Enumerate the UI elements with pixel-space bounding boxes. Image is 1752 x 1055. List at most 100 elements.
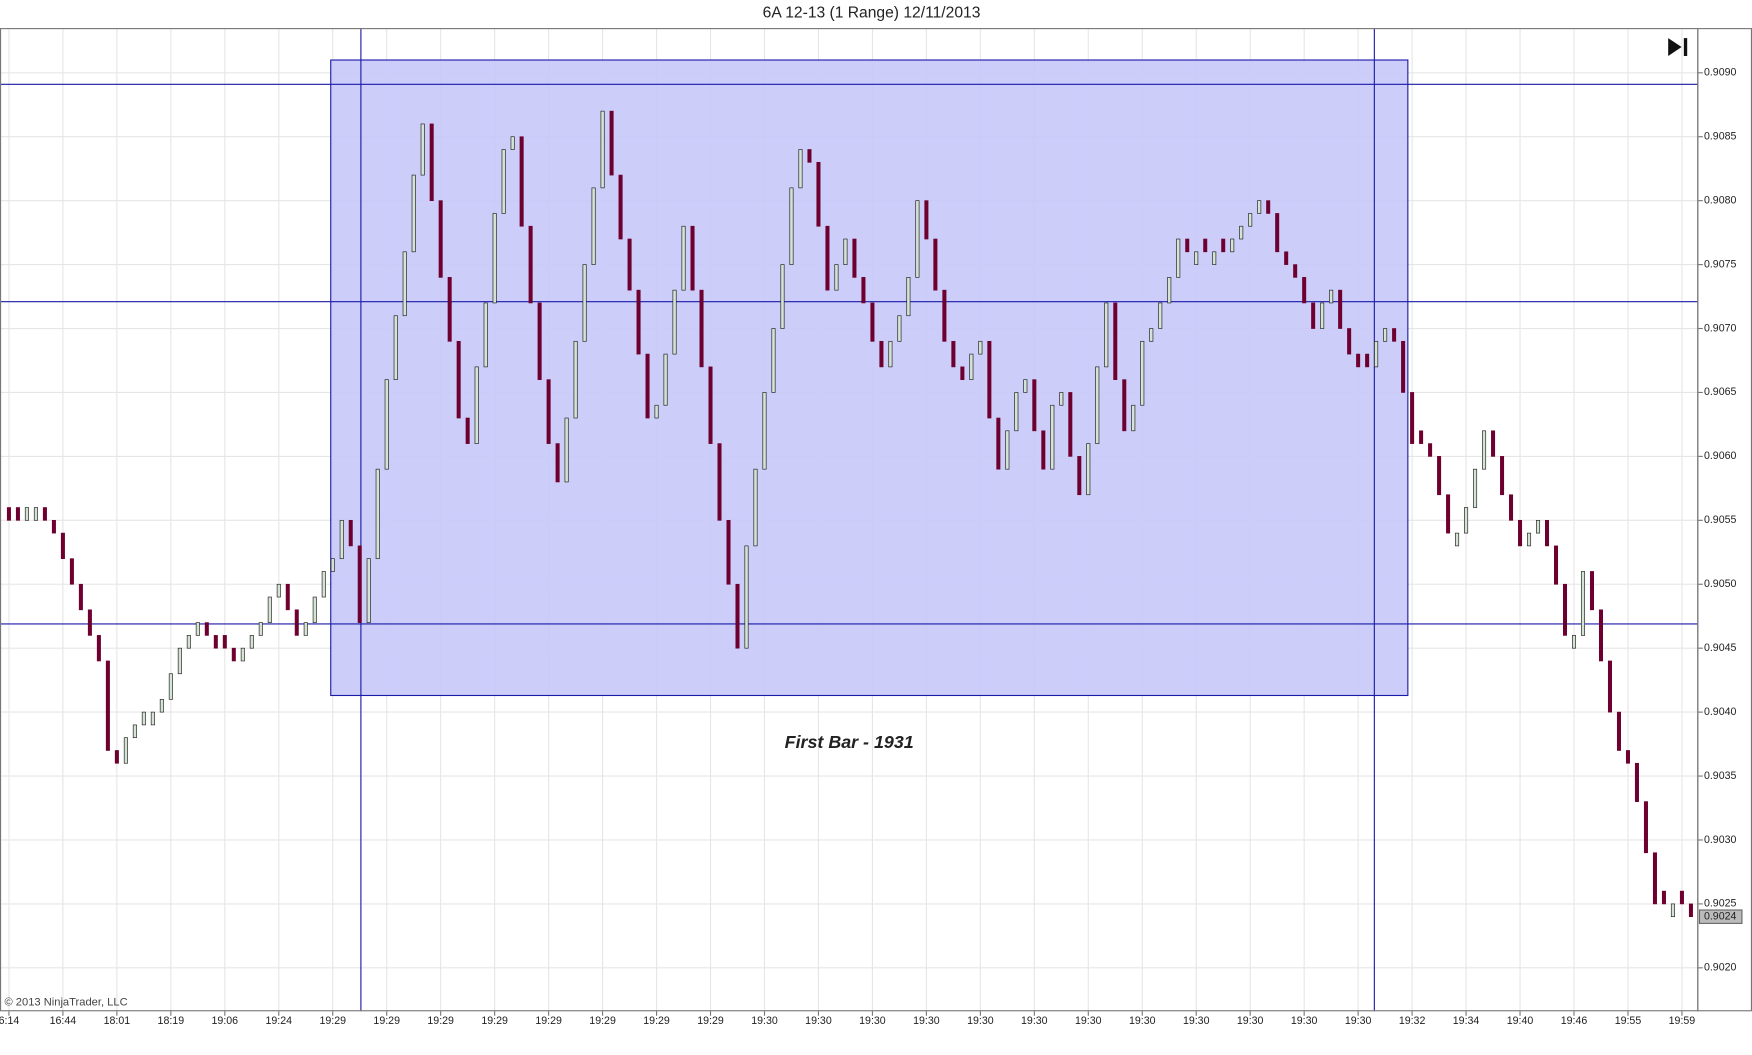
candle-body (78, 583, 83, 611)
x-tick-label: 19:30 (1183, 1015, 1210, 1027)
candle-body (1365, 353, 1370, 368)
candle-body (1149, 328, 1154, 342)
candle-body (915, 200, 920, 278)
candle-body (1104, 302, 1109, 368)
candle-body (276, 583, 281, 598)
candle-body (1059, 392, 1064, 406)
scroll-end-icon[interactable] (1683, 38, 1688, 56)
x-tick-label: 19:30 (967, 1015, 994, 1027)
candle-body (6, 507, 11, 521)
candle-body (483, 302, 488, 368)
x-tick-label: 19:32 (1399, 1015, 1426, 1027)
candle-body (87, 609, 92, 636)
y-tick-label: 0.9025 (1704, 898, 1737, 910)
y-tick-label: 0.9055 (1704, 514, 1737, 526)
candle-body (735, 583, 740, 649)
candle-body (663, 353, 668, 406)
y-tick-label: 0.9030 (1704, 834, 1737, 846)
candle-body (1311, 302, 1316, 329)
candle-body (213, 635, 218, 649)
y-tick-label: 0.9085 (1704, 131, 1737, 143)
candle-body (762, 392, 767, 470)
y-tick-label: 0.9035 (1704, 770, 1737, 782)
candle-body (1023, 379, 1028, 393)
candle-body (1248, 213, 1253, 227)
x-tick-label: 19:06 (212, 1015, 239, 1027)
candle-body (1607, 660, 1612, 713)
x-tick-label: 19:30 (1129, 1015, 1156, 1027)
candle-body (726, 519, 731, 585)
candle-body (1077, 456, 1082, 496)
annotation: First Bar - 1931 (785, 732, 914, 752)
y-tick-label: 0.9050 (1704, 578, 1737, 590)
candle-body (555, 443, 560, 483)
scroll-end-button[interactable] (1668, 38, 1688, 56)
x-tick-label: 19:30 (1291, 1015, 1318, 1027)
candle-body (285, 583, 290, 611)
candle-body (1509, 494, 1514, 521)
candle-body (528, 225, 533, 304)
candle-body (1428, 443, 1433, 457)
candle-body (1616, 711, 1621, 751)
candle-body (474, 366, 479, 444)
candle-body (645, 353, 650, 419)
candle-body (1338, 289, 1343, 329)
candle-body (1464, 507, 1469, 534)
candle-body (1536, 519, 1541, 534)
candle-body (222, 635, 227, 649)
candle-body (105, 660, 110, 751)
candle-body (888, 340, 893, 368)
candle-body (141, 711, 146, 726)
candle-body (393, 315, 398, 381)
candle-body (906, 277, 911, 317)
candle-body (114, 750, 119, 764)
candle-body (375, 468, 380, 560)
candle-body (618, 174, 623, 240)
candle-body (978, 340, 983, 355)
labels: 0.9020 0.9025 0.9030 0.9035 0.9040 0.9045 0.90… (0, 67, 1743, 1027)
scroll-end-icon[interactable] (1668, 38, 1682, 56)
candle-body (600, 110, 605, 189)
candle-body (168, 673, 173, 700)
candle-body (303, 622, 308, 636)
y-tick-label: 0.9090 (1704, 67, 1737, 79)
candle-body (1293, 264, 1298, 278)
candle-body (843, 238, 848, 265)
candle-body (1257, 200, 1262, 214)
candle-body (69, 558, 74, 585)
candle-body (348, 519, 353, 547)
x-tick-label: 18:19 (158, 1015, 185, 1027)
candle-body (1356, 353, 1361, 368)
candle-body (1571, 635, 1577, 649)
candle-body (1131, 404, 1136, 432)
candle-body (411, 174, 416, 253)
x-tick-label: 19:30 (1345, 1015, 1372, 1027)
candle-body (753, 468, 758, 547)
candle-body (1446, 494, 1451, 534)
candle-body (960, 366, 965, 381)
last-price-tag (1698, 909, 1743, 924)
candle-body (654, 404, 659, 419)
y-tick-label: 0.9070 (1704, 322, 1737, 334)
candle-body (807, 149, 812, 163)
candle-body (132, 724, 137, 739)
candle-body (60, 532, 65, 560)
candle-body (339, 519, 344, 560)
candle-body (744, 545, 749, 649)
x-tick-label: 6:14 (0, 1015, 19, 1027)
candle-body (51, 519, 56, 534)
candle-body (933, 238, 938, 291)
candle-body (312, 596, 317, 623)
candle-body (510, 136, 515, 150)
candle-body (240, 647, 245, 662)
x-tick-label: 19:30 (805, 1015, 832, 1027)
candle-body (897, 315, 902, 342)
candle-body (33, 507, 38, 521)
candle-body (1661, 890, 1666, 905)
candle-body (564, 417, 569, 483)
x-tick-label: 19:40 (1507, 1015, 1534, 1027)
candle-body (834, 264, 839, 291)
candle-body (573, 340, 578, 419)
candle-body (969, 353, 974, 381)
candle-body (1212, 251, 1217, 265)
